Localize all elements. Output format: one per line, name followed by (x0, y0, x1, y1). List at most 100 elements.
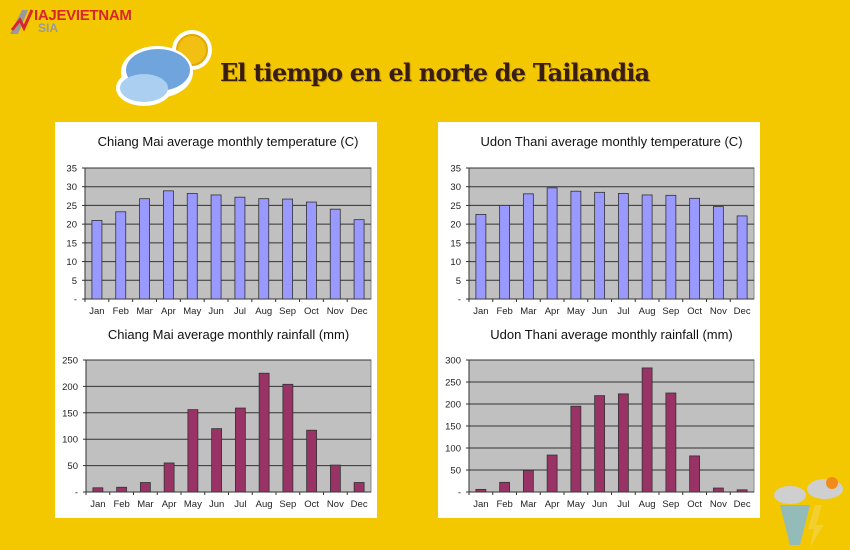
y-tick-label: 35 (450, 164, 461, 175)
bar-may (570, 190, 582, 300)
bar-mar (139, 482, 151, 493)
bar-jul (234, 407, 246, 493)
x-tick-label: Sep (279, 499, 296, 510)
x-tick-label: Nov (710, 306, 727, 317)
x-tick-label: Apr (161, 306, 176, 317)
bar-nov (712, 487, 724, 493)
x-tick-label: Nov (327, 499, 344, 510)
x-tick-label: Oct (687, 306, 702, 317)
x-tick-label: Apr (545, 499, 560, 510)
bar-nov (329, 208, 341, 300)
bar-sep (665, 392, 677, 493)
bar-aug (258, 198, 270, 300)
chart-title: Chiang Mai average monthly temperature (… (98, 134, 359, 149)
x-tick-label: Nov (710, 499, 727, 510)
plot-area (84, 167, 372, 300)
bar-feb (116, 486, 128, 493)
y-tick-label: 30 (66, 182, 77, 193)
chart-title: Udon Thani average monthly rainfall (mm) (490, 327, 733, 342)
x-tick-label: Feb (113, 306, 129, 317)
x-tick-label: Dec (351, 499, 368, 510)
x-tick-label: Feb (496, 306, 512, 317)
bar-sep (282, 383, 294, 493)
y-tick-label: 15 (66, 238, 77, 249)
x-tick-label: Feb (113, 499, 129, 510)
y-tick-label: 100 (445, 444, 461, 455)
bar-apr (546, 454, 558, 493)
x-tick-label: Apr (545, 306, 560, 317)
y-tick-label: 30 (450, 182, 461, 193)
logo-mark-icon (10, 9, 34, 34)
logo-text-top: IAJEVIETNAM (34, 7, 132, 24)
bar-jun (594, 191, 606, 300)
bar-chart-2: Udon Thani average monthly temperature (… (450, 134, 755, 317)
y-tick-label: 100 (62, 435, 78, 446)
x-tick-label: Dec (734, 499, 751, 510)
y-tick-label: 150 (62, 408, 78, 419)
bar-dec (736, 215, 748, 300)
bar-jun (210, 194, 222, 300)
bar-oct (689, 197, 701, 300)
x-tick-label: Nov (327, 306, 344, 317)
bar-sep (665, 194, 677, 300)
plot-area (468, 167, 755, 300)
y-tick-label: 5 (456, 276, 461, 287)
bar-apr (546, 187, 558, 300)
x-tick-label: Jun (208, 306, 223, 317)
x-tick-label: May (567, 306, 585, 317)
bar-mar (522, 193, 534, 300)
x-tick-label: Oct (304, 499, 319, 510)
x-tick-label: Jun (592, 499, 607, 510)
x-tick-label: May (567, 499, 585, 510)
chart-title: Udon Thani average monthly temperature (… (480, 134, 742, 149)
bar-feb (499, 205, 511, 300)
brand-logo[interactable]: IAJEVIETNAM SIA (8, 4, 168, 35)
bar-aug (641, 367, 653, 493)
bar-aug (258, 372, 270, 493)
bar-oct (689, 455, 701, 493)
y-tick-label: 15 (450, 238, 461, 249)
bar-apr (163, 462, 175, 493)
bar-aug (641, 194, 653, 300)
sun-behind-clouds-icon (116, 30, 212, 106)
x-tick-label: Jan (90, 499, 105, 510)
page-title: El tiempo en el norte de Tailandia (220, 58, 650, 87)
bar-mar (139, 198, 150, 300)
x-tick-label: Jan (473, 499, 488, 510)
bar-feb (115, 211, 127, 300)
bar-jul (234, 196, 246, 300)
bar-jan (92, 487, 104, 493)
bar-may (570, 405, 582, 493)
y-tick-label: 20 (450, 220, 461, 231)
bar-jan (475, 488, 487, 493)
y-tick-label: - (74, 295, 77, 306)
bar-mar (522, 470, 534, 493)
bar-chart-0: Chiang Mai average monthly temperature (… (66, 134, 372, 317)
x-tick-label: Jul (234, 306, 246, 317)
y-tick-label: - (458, 488, 461, 499)
logo-text-bottom: SIA (38, 21, 59, 35)
x-tick-label: Jan (89, 306, 104, 317)
x-tick-label: Aug (639, 499, 656, 510)
y-tick-label: 300 (445, 356, 461, 367)
x-tick-label: Jan (473, 306, 488, 317)
y-tick-label: 200 (62, 382, 78, 393)
x-tick-label: Jul (617, 306, 629, 317)
bar-chart-1: Chiang Mai average monthly rainfall (mm)… (62, 327, 372, 510)
bar-may (186, 193, 198, 300)
x-tick-label: Mar (136, 306, 152, 317)
bar-nov (329, 464, 341, 493)
x-tick-label: Sep (662, 499, 679, 510)
x-tick-label: Jun (209, 499, 224, 510)
weather-decoration-icon (774, 477, 843, 547)
bar-jul (617, 193, 629, 300)
y-tick-label: 20 (66, 220, 77, 231)
bar-dec (353, 219, 365, 300)
x-tick-label: Dec (351, 306, 368, 317)
x-tick-label: May (184, 499, 202, 510)
bar-feb (499, 481, 511, 493)
bar-dec (353, 482, 365, 493)
y-tick-label: 50 (450, 466, 461, 477)
bar-jan (91, 219, 103, 300)
x-tick-label: Dec (734, 306, 751, 317)
